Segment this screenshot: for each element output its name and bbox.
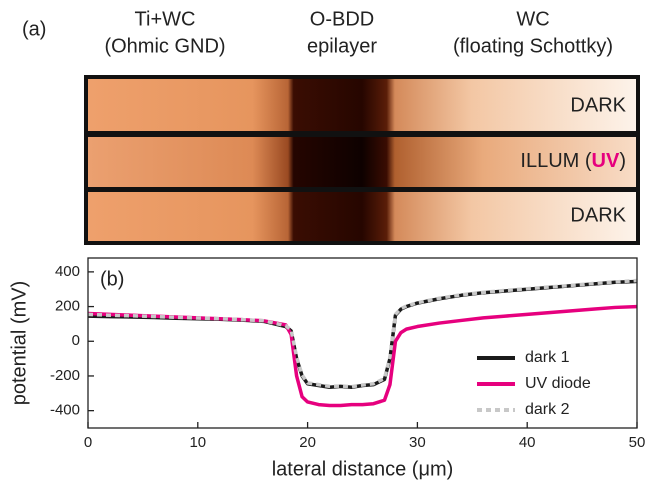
panel-label: (a) <box>22 18 46 40</box>
y-tick-label: -200 <box>50 367 80 384</box>
x-tick-label: 50 <box>629 434 646 451</box>
y-tick-label: -400 <box>50 402 80 419</box>
figure: (a) Ti+WC (Ohmic GND) O-BDD epilayer WC … <box>0 0 647 485</box>
x-tick-label: 40 <box>519 434 536 451</box>
series-line <box>88 281 637 387</box>
row-label-part: ) <box>619 150 626 172</box>
image-strip <box>88 79 636 131</box>
y-axis-label: potential (mV) <box>8 281 30 406</box>
column-title: Ti+WC <box>135 8 196 30</box>
row-label-part: ILLUM ( <box>520 150 591 172</box>
panel-a: (a) Ti+WC (Ohmic GND) O-BDD epilayer WC … <box>22 8 640 245</box>
legend-label: dark 2 <box>525 401 570 418</box>
image-strip <box>88 192 636 241</box>
y-tick-label: 200 <box>55 298 80 315</box>
row-label: ILLUM (UV) <box>520 150 626 172</box>
x-tick-label: 10 <box>189 434 206 451</box>
series-line <box>88 281 637 387</box>
column-subtitle: (Ohmic GND) <box>104 35 225 57</box>
x-tick-label: 0 <box>84 434 92 451</box>
column-title: WC <box>516 8 549 30</box>
panel-b: -400 -200 0 200 400 0 10 20 30 40 50 lateral distan… <box>8 258 645 480</box>
row-label-highlight: UV <box>592 150 620 172</box>
legend-label: UV diode <box>525 375 591 392</box>
x-axis-label: lateral distance (μm) <box>272 458 454 480</box>
panel-label: (b) <box>100 268 124 290</box>
x-tick-label: 30 <box>409 434 426 451</box>
x-tick-label: 20 <box>299 434 316 451</box>
column-title: O-BDD <box>310 8 374 30</box>
y-tick-label: 400 <box>55 263 80 280</box>
column-subtitle: epilayer <box>307 35 377 57</box>
row-label: DARK <box>570 94 626 116</box>
legend-label: dark 1 <box>525 349 570 366</box>
y-tick-label: 0 <box>72 332 80 349</box>
column-subtitle: (floating Schottky) <box>453 35 613 57</box>
row-label: DARK <box>570 204 626 226</box>
